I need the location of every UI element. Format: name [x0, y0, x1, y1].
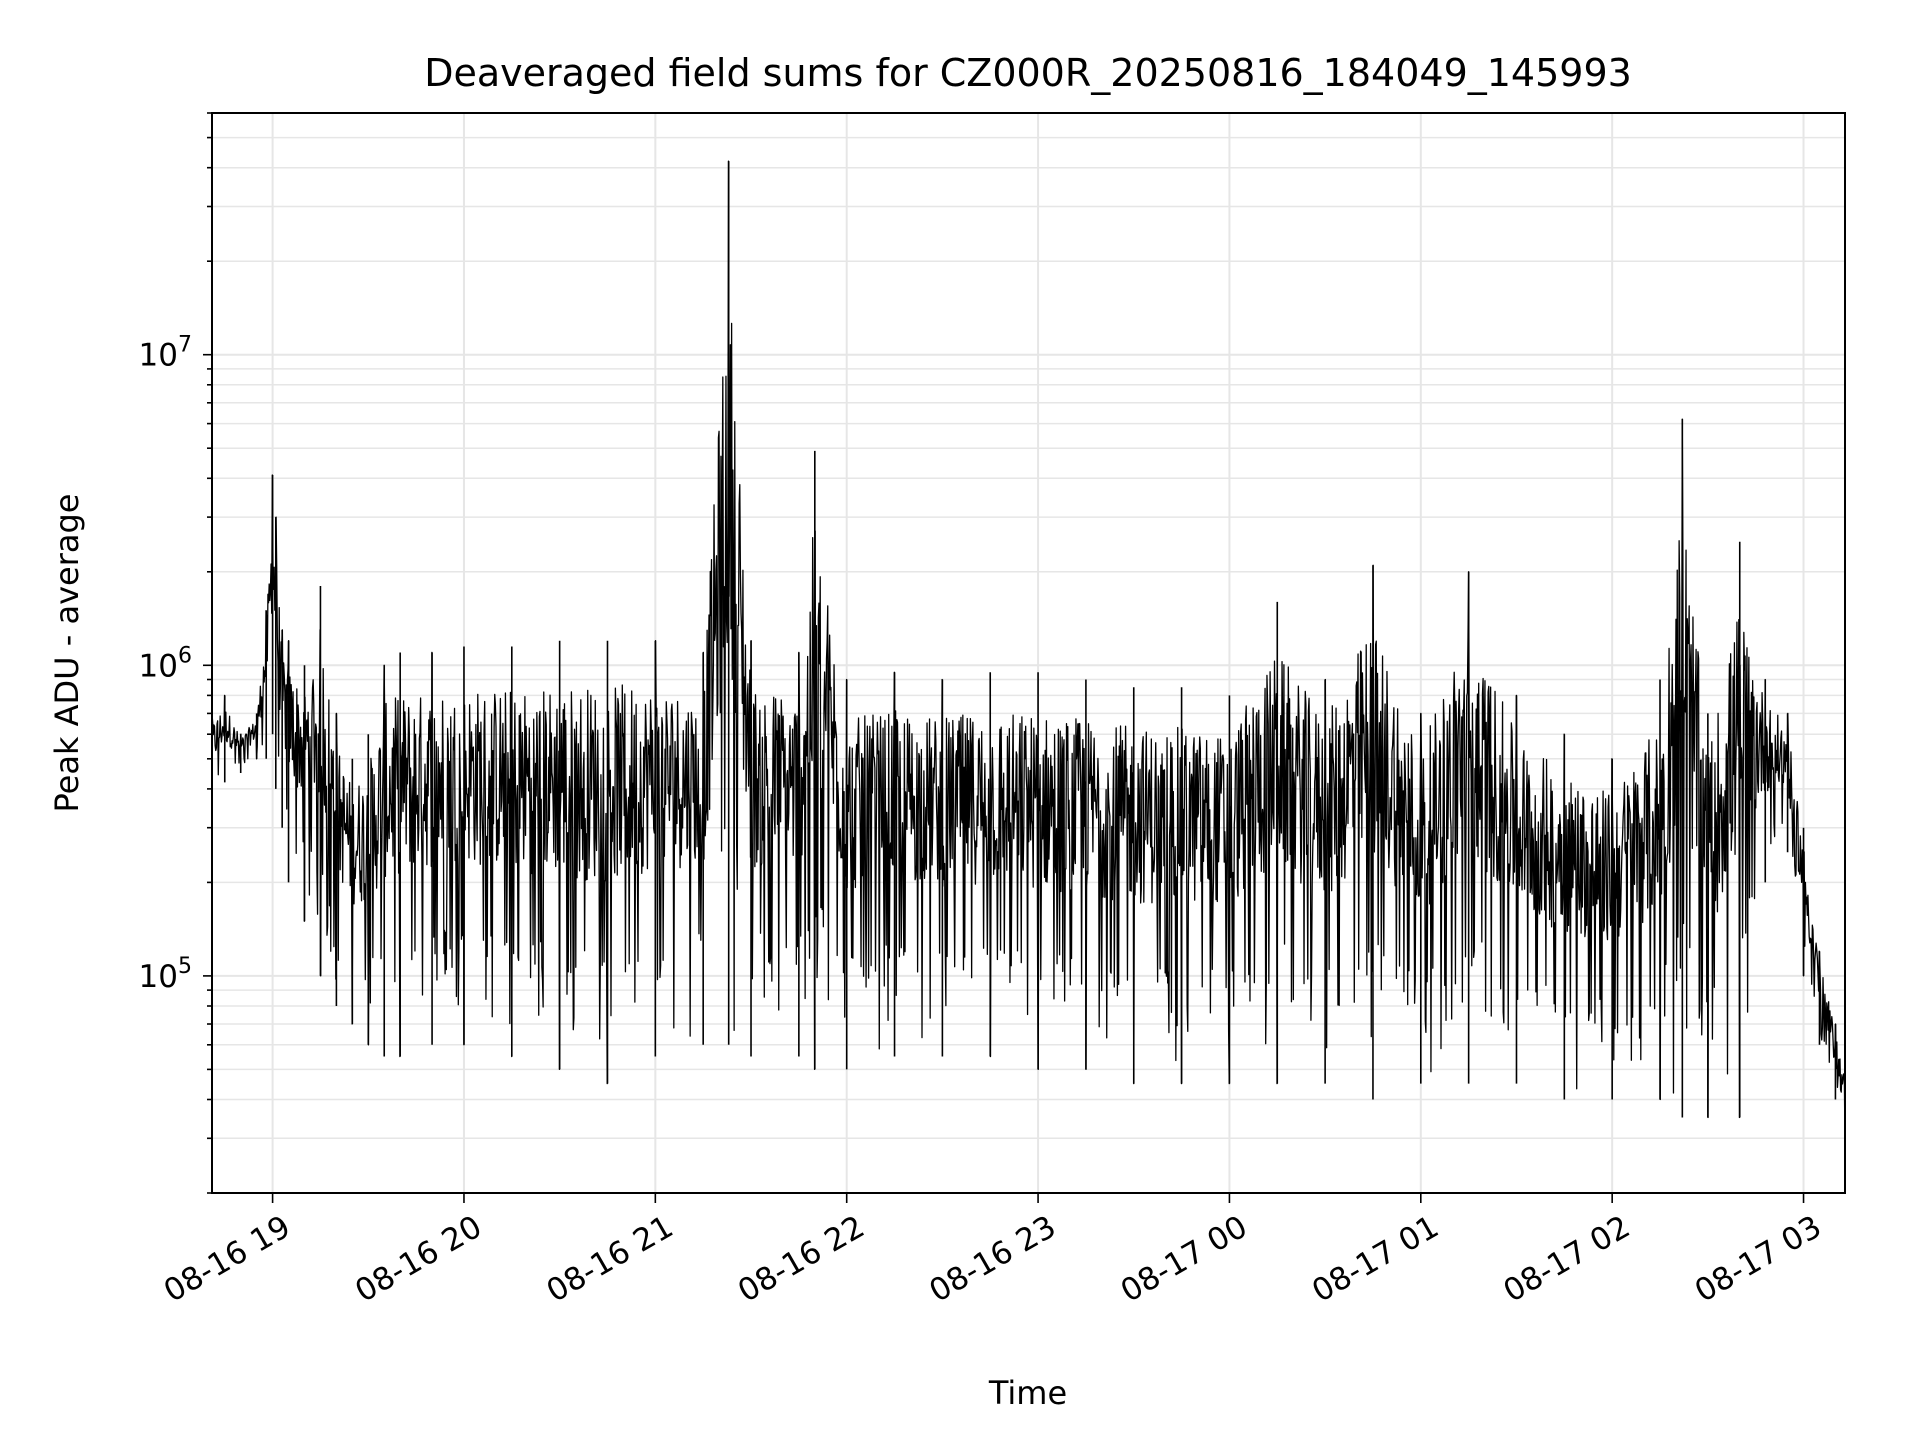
y-tick-exponent: 6: [178, 643, 192, 668]
y-tick-label: 105: [139, 954, 192, 995]
chart-title: Deaveraged field sums for CZ000R_2025081…: [424, 51, 1632, 95]
series-line: [211, 160, 1846, 1148]
y-tick-label: 106: [139, 643, 192, 684]
y-axis-label: Peak ADU - average: [48, 494, 86, 813]
x-axis-label: Time: [988, 1374, 1067, 1412]
y-tick-exponent: 5: [178, 954, 192, 979]
plot-frame: [211, 112, 1846, 1194]
y-tick-base: 10: [139, 338, 178, 374]
y-tick-exponent: 7: [178, 333, 192, 358]
y-tick-base: 10: [139, 648, 178, 684]
series: [211, 160, 1846, 1148]
y-tick-base: 10: [139, 959, 178, 995]
y-tick-label: 107: [139, 333, 192, 374]
